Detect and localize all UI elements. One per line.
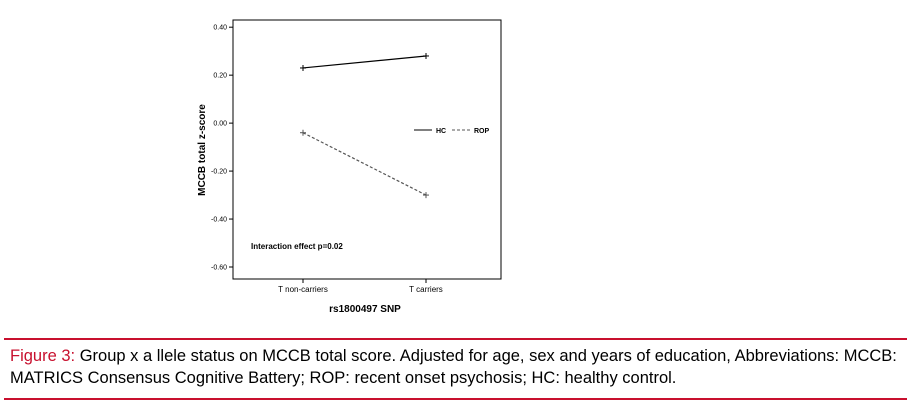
figure-caption: Figure 3: Group x a llele status on MCCB… xyxy=(10,345,905,389)
chart: 0.40 0.20 0.00 -0.20 -0.40 -0.60 T non-carrie… xyxy=(197,19,502,315)
plot-frame xyxy=(232,19,502,280)
legend-label-rop: ROP xyxy=(474,128,490,135)
series-layer xyxy=(300,52,429,199)
caption-top-rule xyxy=(4,338,907,340)
x-tick-label: T non-carriers xyxy=(278,285,328,294)
legend-label-hc: HC xyxy=(436,128,446,135)
series-line-hc xyxy=(302,55,427,69)
y-tick-label: 0.00 xyxy=(213,121,227,128)
caption-text: Group x a llele status on MCCB total sco… xyxy=(10,347,897,387)
y-tick-label: -0.40 xyxy=(211,217,227,224)
y-tick-label: -0.60 xyxy=(211,265,227,272)
y-tick-label: 0.40 xyxy=(213,25,227,32)
y-tick-label: 0.20 xyxy=(213,73,227,80)
annotation-text: Interaction effect p=0.02 xyxy=(251,242,343,251)
caption-bottom-rule xyxy=(4,398,907,400)
y-axis-label: MCCB total z-score xyxy=(197,104,208,196)
y-axis-ticks: 0.40 0.20 0.00 -0.20 -0.40 -0.60 xyxy=(211,25,233,272)
figure-label: Figure 3: xyxy=(10,347,76,365)
x-axis-label: rs1800497 SNP xyxy=(329,304,401,315)
line-chart-svg: 0.40 0.20 0.00 -0.20 -0.40 -0.60 T non-carrie… xyxy=(197,19,502,315)
series-line-rop xyxy=(302,132,427,196)
legend: HC ROP xyxy=(414,128,490,135)
x-axis-ticks: T non-carriers T carriers xyxy=(278,279,443,294)
x-tick-label: T carriers xyxy=(409,285,443,294)
y-tick-label: -0.20 xyxy=(211,169,227,176)
